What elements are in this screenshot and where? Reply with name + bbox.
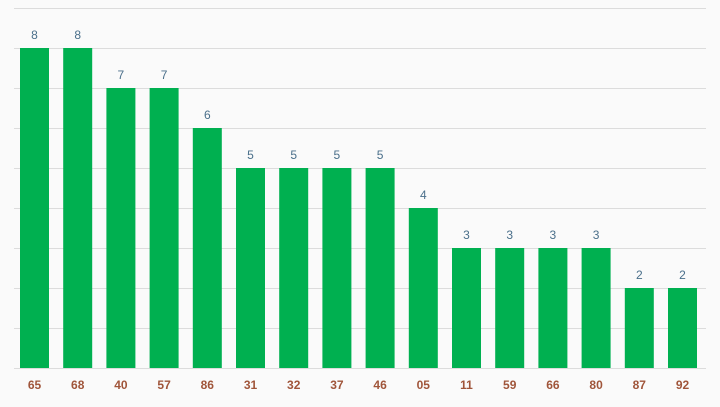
bar-37 bbox=[322, 168, 352, 368]
value-label-92: 2 bbox=[679, 268, 686, 282]
bar-92 bbox=[668, 288, 697, 368]
x-tick-labels: 65 68 40 57 86 31 32 37 46 05 11 59 66 80 87 92 bbox=[28, 378, 690, 392]
value-label-05: 4 bbox=[420, 188, 427, 202]
value-label-46: 5 bbox=[377, 148, 384, 162]
x-tick-label-92: 92 bbox=[676, 378, 690, 392]
x-tick-label-66: 66 bbox=[546, 378, 560, 392]
bar-46 bbox=[365, 168, 395, 368]
bars bbox=[20, 48, 697, 368]
x-tick-label-37: 37 bbox=[330, 378, 344, 392]
value-label-68: 8 bbox=[74, 28, 81, 42]
x-tick-label-87: 87 bbox=[633, 378, 647, 392]
x-tick-label-05: 05 bbox=[417, 378, 431, 392]
value-label-65: 8 bbox=[31, 28, 38, 42]
x-tick-label-46: 46 bbox=[373, 378, 387, 392]
bar-32 bbox=[279, 168, 309, 368]
value-label-87: 2 bbox=[636, 268, 643, 282]
x-tick-label-40: 40 bbox=[114, 378, 128, 392]
value-label-80: 3 bbox=[593, 228, 600, 242]
value-labels: 8 8 7 7 6 5 5 5 5 4 3 3 3 3 2 2 bbox=[31, 28, 686, 282]
x-tick-label-31: 31 bbox=[244, 378, 258, 392]
x-tick-label-57: 57 bbox=[157, 378, 171, 392]
bar-68 bbox=[63, 48, 93, 368]
bar-65 bbox=[20, 48, 49, 368]
value-label-40: 7 bbox=[118, 68, 125, 82]
bar-80 bbox=[581, 248, 611, 368]
value-label-66: 3 bbox=[550, 228, 557, 242]
x-tick-label-11: 11 bbox=[460, 378, 473, 392]
value-label-37: 5 bbox=[334, 148, 341, 162]
bar-87 bbox=[624, 288, 654, 368]
x-tick-label-68: 68 bbox=[71, 378, 85, 392]
bar-59 bbox=[495, 248, 525, 368]
bar-31 bbox=[236, 168, 265, 368]
value-label-59: 3 bbox=[506, 228, 513, 242]
value-label-57: 7 bbox=[161, 68, 168, 82]
bar-86 bbox=[192, 128, 222, 368]
bar-66 bbox=[538, 248, 568, 368]
x-tick-label-86: 86 bbox=[201, 378, 215, 392]
value-label-31: 5 bbox=[247, 148, 254, 162]
x-tick-label-32: 32 bbox=[287, 378, 301, 392]
bar-11 bbox=[452, 248, 481, 368]
value-label-11: 3 bbox=[463, 228, 470, 242]
value-label-32: 5 bbox=[290, 148, 297, 162]
bar-40 bbox=[106, 88, 136, 368]
bar-57 bbox=[149, 88, 179, 368]
x-tick-label-59: 59 bbox=[503, 378, 517, 392]
x-tick-label-80: 80 bbox=[589, 378, 603, 392]
bar-05 bbox=[408, 208, 438, 368]
x-tick-label-65: 65 bbox=[28, 378, 42, 392]
value-label-86: 6 bbox=[204, 108, 211, 122]
